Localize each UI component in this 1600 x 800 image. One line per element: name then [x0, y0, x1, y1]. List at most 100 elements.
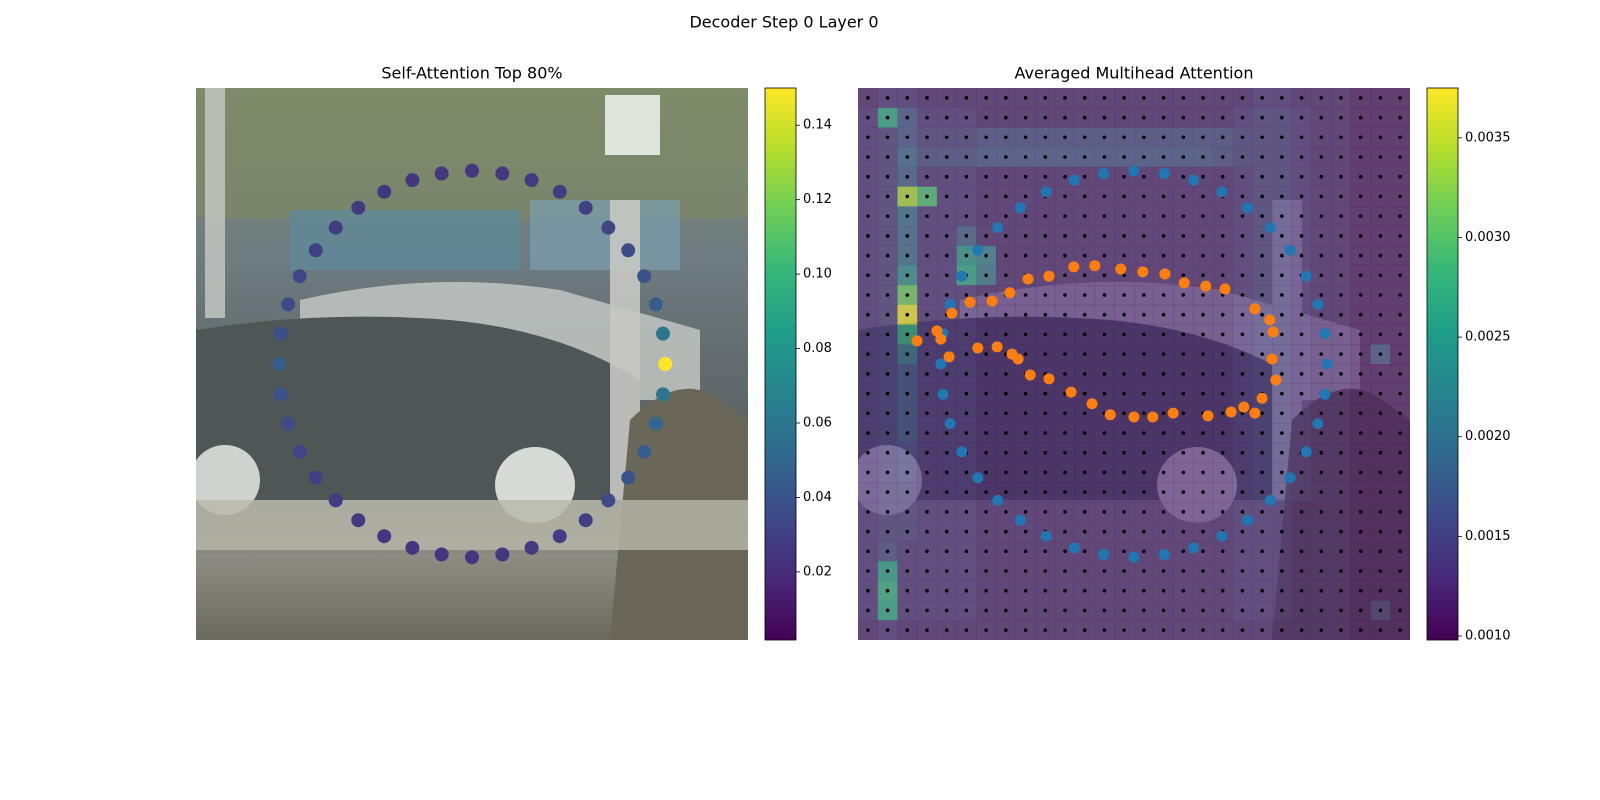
grid-dot [1122, 174, 1126, 179]
point [1043, 373, 1055, 385]
grid-dot [1161, 234, 1166, 238]
grid-dot [1201, 490, 1205, 494]
grid-dot [1142, 155, 1146, 159]
grid-dot [1063, 312, 1067, 317]
grid-dot [1023, 510, 1028, 514]
subplot-title: Averaged Multihead Attention [1015, 64, 1254, 83]
grid-dot [925, 411, 929, 416]
grid-dot [925, 450, 929, 455]
grid-dot [1161, 529, 1166, 534]
grid-dot [1358, 155, 1363, 159]
grid-dot [1280, 470, 1284, 475]
grid-dot [1063, 174, 1067, 179]
grid-dot [1220, 431, 1225, 435]
grid-dot [1378, 115, 1383, 120]
grid-dot [1142, 312, 1146, 317]
grid-dot [925, 569, 929, 573]
grid-dot [1378, 510, 1383, 514]
grid-dot [964, 529, 969, 534]
grid-dot [1181, 332, 1186, 337]
point [1159, 268, 1171, 280]
grid-dot [1299, 431, 1304, 435]
grid-dot [1280, 352, 1284, 356]
grid-dot [885, 569, 890, 573]
grid-dot [1004, 569, 1008, 573]
grid-dot [1043, 431, 1048, 435]
grid-dot [1201, 115, 1205, 120]
attention-point [658, 357, 673, 371]
grid-dot [964, 332, 969, 337]
grid-dot [925, 510, 929, 514]
grid-dot [1280, 273, 1284, 278]
grid-dot [1260, 253, 1264, 258]
grid-dot [1220, 628, 1225, 632]
grid-dot [1102, 115, 1107, 120]
grid-dot [984, 96, 988, 100]
grid-dot [905, 194, 910, 199]
grid-dot [964, 312, 969, 317]
colorbar-tick-label: 0.10 [803, 267, 832, 282]
colorbar-tick-label: 0.0010 [1465, 629, 1511, 644]
attention-point [578, 513, 593, 528]
point [1014, 514, 1026, 526]
grid-dot [885, 588, 890, 593]
grid-dot [1142, 194, 1146, 199]
colorbar-tick-label: 0.0015 [1465, 529, 1511, 544]
point [1264, 494, 1276, 506]
grid-dot [1102, 214, 1107, 218]
grid-dot [1220, 312, 1225, 317]
grid-dot [1201, 450, 1205, 455]
grid-dot [866, 135, 870, 140]
grid-dot [1122, 608, 1126, 613]
grid-dot [1122, 155, 1126, 159]
attention-point [601, 493, 616, 508]
grid-dot [1378, 549, 1383, 554]
grid-dot [1319, 352, 1324, 356]
grid-dot [1201, 549, 1205, 554]
grid-dot [1378, 174, 1383, 179]
grid-dot [1043, 628, 1048, 632]
grid-dot [1004, 450, 1008, 455]
grid-dot [1201, 312, 1205, 317]
grid-dot [964, 194, 969, 199]
grid-dot [1319, 510, 1324, 514]
grid-dot [885, 372, 890, 376]
grid-dot [1220, 549, 1225, 554]
attention-point [274, 387, 289, 402]
attention-point [648, 416, 663, 431]
grid-dot [1023, 608, 1028, 613]
point [1266, 353, 1278, 365]
grid-dot [1004, 431, 1008, 435]
attention-point [351, 513, 366, 528]
grid-dot [1280, 96, 1284, 100]
attention-point [637, 269, 652, 284]
grid-dot [1299, 490, 1304, 494]
grid-dot [1201, 391, 1205, 396]
attention-point [405, 173, 420, 188]
grid-dot [925, 470, 929, 475]
grid-dot [1220, 174, 1225, 179]
grid-dot [1161, 569, 1166, 573]
attention-point [405, 540, 420, 555]
grid-dot [1063, 431, 1067, 435]
grid-dot [1142, 135, 1146, 140]
grid-dot [1181, 608, 1186, 613]
colorbar [764, 87, 797, 641]
grid-dot [1398, 293, 1402, 297]
grid-dot [1122, 411, 1126, 416]
grid-dot [1102, 135, 1107, 140]
grid-dot [925, 588, 929, 593]
grid-dot [1358, 569, 1363, 573]
grid-dot [984, 214, 988, 218]
attention-point [578, 200, 593, 215]
grid-dot [905, 352, 910, 356]
grid-dot [1260, 115, 1264, 120]
grid-dot [1358, 234, 1363, 238]
point [1216, 186, 1228, 198]
grid-dot [1358, 391, 1363, 396]
grid-dot [866, 608, 870, 613]
grid-dot [1339, 332, 1343, 337]
point [1249, 407, 1261, 419]
grid-dot [964, 549, 969, 554]
grid-dot [1280, 194, 1284, 199]
